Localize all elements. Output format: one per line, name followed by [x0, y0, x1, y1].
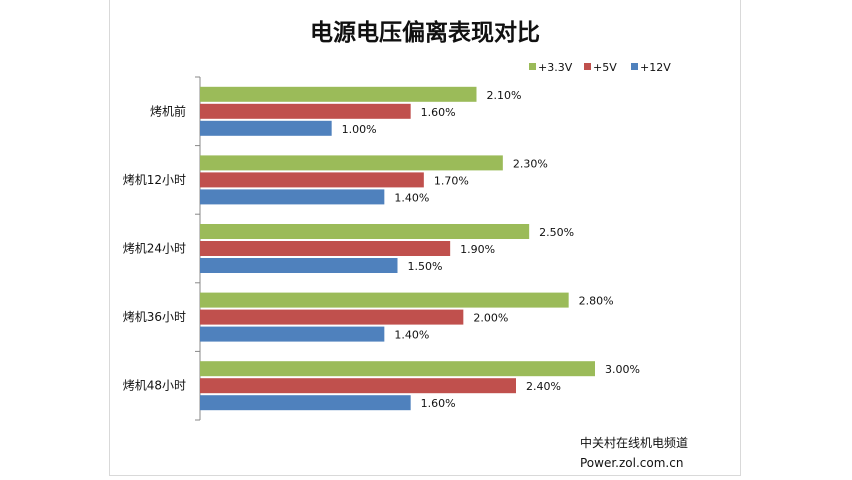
value-label: 1.40%	[394, 191, 429, 204]
value-label: 3.00%	[605, 363, 640, 376]
value-label: 2.50%	[539, 226, 574, 239]
bar	[200, 292, 569, 308]
value-label: 1.90%	[460, 243, 495, 256]
bar	[200, 361, 595, 377]
legend: +3.3V +5V +12V	[529, 61, 671, 74]
legend-label: +3.3V	[538, 61, 573, 74]
watermark-line2: Power.zol.com.cn	[580, 456, 683, 470]
bar	[200, 86, 477, 102]
category-label: 烤机前	[150, 103, 186, 118]
value-label: 2.40%	[526, 380, 561, 393]
value-label: 1.70%	[434, 174, 469, 187]
watermark-line1: 中关村在线机电频道	[580, 435, 688, 450]
legend-swatch	[529, 63, 536, 70]
category-label: 烤机24小时	[123, 241, 186, 256]
value-labels: 2.10% 1.60% 1.00% 2.30% 1.70% 1.40% 2.50% 1.90%…	[342, 89, 640, 410]
bar	[200, 309, 464, 325]
bar	[200, 172, 424, 188]
bar	[200, 378, 516, 394]
bar	[200, 224, 530, 239]
category-label: 烤机36小时	[123, 309, 186, 324]
value-label: 1.00%	[342, 123, 377, 136]
category-label: 烤机48小时	[123, 378, 186, 393]
bar	[200, 258, 398, 273]
value-label: 2.00%	[473, 312, 508, 325]
bar	[200, 120, 332, 136]
value-label: 1.50%	[408, 260, 443, 273]
bar	[200, 155, 503, 171]
value-label: 1.60%	[421, 397, 456, 410]
chart-title: 电源电压偏离表现对比	[310, 19, 540, 46]
value-label: 2.30%	[513, 157, 548, 170]
category-axis	[195, 76, 201, 421]
bar	[200, 326, 385, 342]
bar	[200, 241, 451, 256]
value-label: 2.80%	[579, 295, 614, 308]
value-label: 1.60%	[421, 106, 456, 119]
bar	[200, 395, 411, 411]
bars	[200, 86, 595, 411]
value-label: 2.10%	[487, 89, 522, 102]
legend-swatch	[584, 63, 591, 70]
legend-label: +5V	[593, 61, 617, 74]
category-label: 烤机12小时	[123, 172, 186, 187]
value-label: 1.40%	[394, 329, 429, 342]
bar	[200, 189, 385, 205]
legend-swatch	[631, 63, 638, 70]
legend-label: +12V	[640, 61, 671, 74]
bar	[200, 103, 411, 119]
